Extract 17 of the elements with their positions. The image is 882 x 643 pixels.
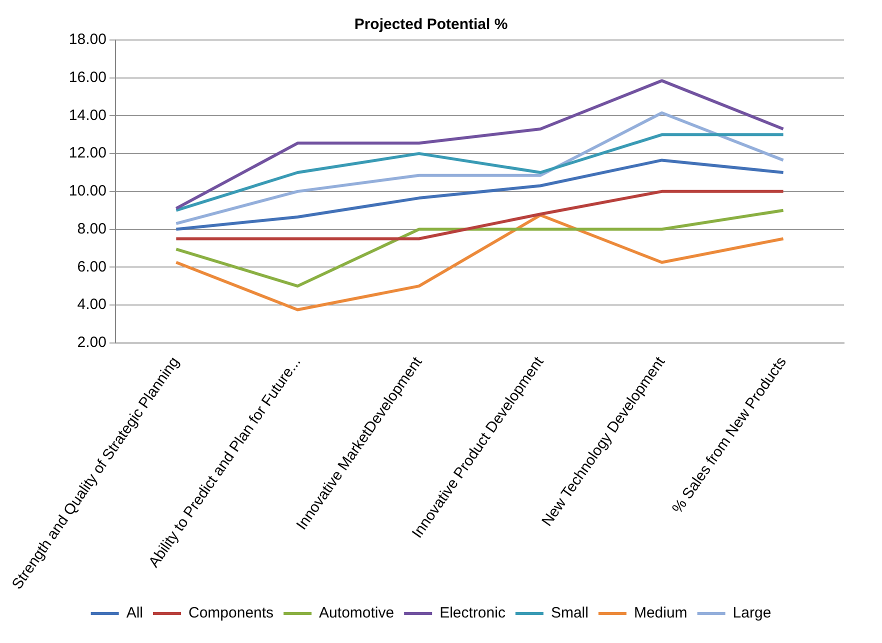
legend-label: All: [126, 604, 144, 622]
legend-label: Medium: [634, 604, 688, 622]
y-tick-label: 16.00: [68, 69, 106, 86]
y-tick-label: 2.00: [77, 334, 106, 351]
y-tick-label: 10.00: [68, 182, 106, 200]
legend-label: Components: [188, 604, 274, 622]
y-tick-label: 6.00: [77, 258, 106, 276]
chart-title: Projected Potential %: [354, 16, 508, 34]
y-tick-label: 4.00: [77, 296, 106, 314]
y-tick-label: 18.00: [68, 31, 106, 48]
legend-label: Small: [550, 604, 588, 622]
legend-label: Large: [732, 604, 772, 622]
y-tick-label: 14.00: [68, 106, 106, 124]
legend-label: Automotive: [319, 604, 394, 622]
y-tick-label: 12.00: [68, 144, 106, 162]
legend-label: Electronic: [440, 604, 506, 622]
y-tick-label: 8.00: [77, 220, 106, 238]
